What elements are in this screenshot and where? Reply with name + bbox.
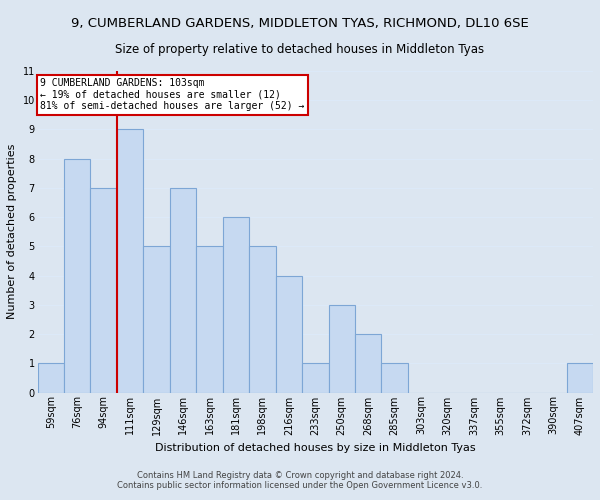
Bar bbox=[223, 217, 249, 392]
Bar bbox=[91, 188, 117, 392]
Bar bbox=[117, 130, 143, 392]
Bar bbox=[249, 246, 275, 392]
Bar bbox=[566, 364, 593, 392]
Text: Contains HM Land Registry data © Crown copyright and database right 2024.
Contai: Contains HM Land Registry data © Crown c… bbox=[118, 470, 482, 490]
Text: Size of property relative to detached houses in Middleton Tyas: Size of property relative to detached ho… bbox=[115, 42, 485, 56]
Bar bbox=[196, 246, 223, 392]
Bar bbox=[275, 276, 302, 392]
Bar bbox=[170, 188, 196, 392]
Text: 9 CUMBERLAND GARDENS: 103sqm
← 19% of detached houses are smaller (12)
81% of se: 9 CUMBERLAND GARDENS: 103sqm ← 19% of de… bbox=[40, 78, 305, 112]
Text: 9, CUMBERLAND GARDENS, MIDDLETON TYAS, RICHMOND, DL10 6SE: 9, CUMBERLAND GARDENS, MIDDLETON TYAS, R… bbox=[71, 18, 529, 30]
Bar bbox=[329, 305, 355, 392]
Bar bbox=[355, 334, 382, 392]
Bar bbox=[382, 364, 408, 392]
Bar bbox=[64, 158, 91, 392]
X-axis label: Distribution of detached houses by size in Middleton Tyas: Distribution of detached houses by size … bbox=[155, 443, 476, 453]
Y-axis label: Number of detached properties: Number of detached properties bbox=[7, 144, 17, 320]
Bar bbox=[38, 364, 64, 392]
Bar bbox=[302, 364, 329, 392]
Bar bbox=[143, 246, 170, 392]
